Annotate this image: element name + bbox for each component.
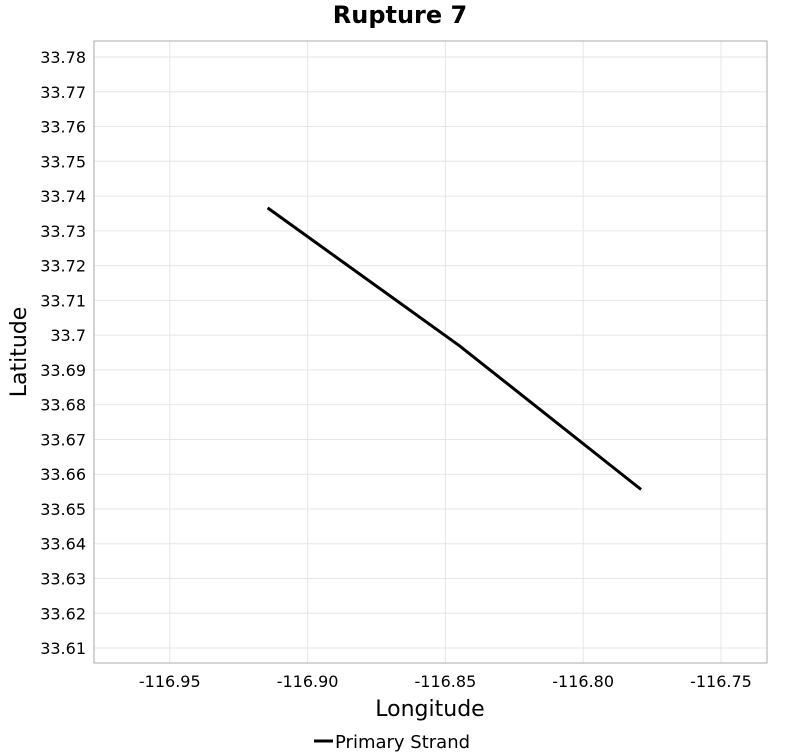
- x-axis-ticks: -116.95 -116.90 -116.85 -116.80 -116.75: [139, 672, 752, 691]
- x-tick-label: -116.95: [139, 672, 201, 691]
- y-tick-label: 33.63: [40, 570, 86, 589]
- x-tick-label: -116.85: [414, 672, 476, 691]
- y-tick-label: 33.75: [40, 152, 86, 171]
- y-tick-label: 33.67: [40, 430, 86, 449]
- series-layer: [266, 206, 642, 491]
- y-tick-label: 33.78: [40, 48, 86, 67]
- y-tick-label: 33.72: [40, 257, 86, 276]
- y-tick-label: 33.64: [40, 535, 86, 554]
- series-line-primary-strand: [266, 206, 642, 491]
- grid: [94, 41, 767, 663]
- y-tick-label: 33.73: [40, 222, 86, 241]
- chart-title: Rupture 7: [333, 1, 467, 29]
- y-tick-label: 33.62: [40, 604, 86, 623]
- y-tick-label: 33.61: [40, 639, 86, 658]
- x-axis-label: Longitude: [375, 697, 484, 722]
- x-tick-label: -116.75: [690, 672, 752, 691]
- y-axis-label: Latitude: [7, 307, 32, 398]
- y-tick-label: 33.68: [40, 396, 86, 415]
- y-tick-label: 33.77: [40, 83, 86, 102]
- y-tick-label: 33.7: [50, 326, 86, 345]
- y-tick-label: 33.65: [40, 500, 86, 519]
- y-tick-label: 33.76: [40, 118, 86, 137]
- x-tick-label: -116.80: [552, 672, 614, 691]
- y-tick-label: 33.69: [40, 361, 86, 380]
- y-axis-ticks: 33.61 33.62 33.63 33.64 33.65 33.66 33.67 33.68…: [40, 48, 86, 658]
- plot-area: [93, 40, 768, 664]
- y-tick-label: 33.74: [40, 187, 86, 206]
- legend: Primary Strand: [314, 732, 470, 753]
- y-tick-label: 33.71: [40, 291, 86, 310]
- legend-label-primary-strand: Primary Strand: [335, 732, 470, 753]
- y-tick-label: 33.66: [40, 465, 86, 484]
- x-tick-label: -116.90: [277, 672, 339, 691]
